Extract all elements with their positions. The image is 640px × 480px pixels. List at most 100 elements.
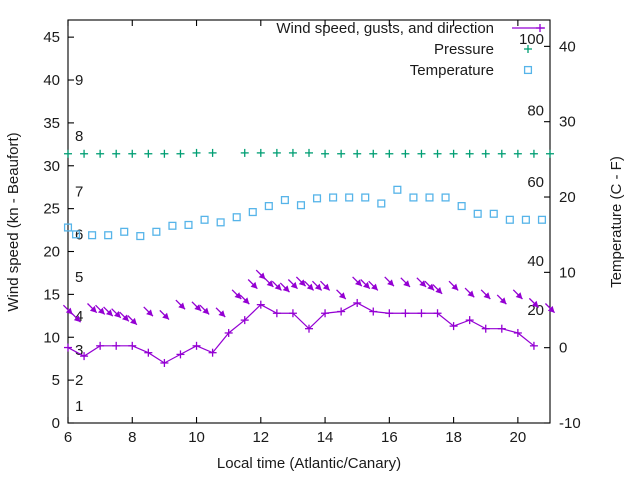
y2-axis-title: Temperature (C - F) xyxy=(608,156,625,288)
gust-arrow-head xyxy=(65,307,73,315)
data-point-marker xyxy=(441,193,450,202)
data-point-marker xyxy=(489,209,498,218)
gust-arrow-head xyxy=(355,279,362,287)
gust-arrow-head xyxy=(162,312,169,320)
gust-arrow-head xyxy=(435,287,443,294)
legend-label: Wind speed, gusts, and direction xyxy=(276,20,494,37)
gust-arrow-head xyxy=(218,310,226,317)
y-tick-label: 30 xyxy=(43,158,60,175)
data-point-marker xyxy=(232,213,241,222)
data-point-marker xyxy=(312,194,322,203)
fahrenheit-scale-labels: 20 40 60 80 100 xyxy=(519,31,544,319)
data-point-marker xyxy=(473,209,482,218)
data-point-marker xyxy=(505,215,514,224)
gust-arrow-head xyxy=(419,280,427,287)
axis-ticks xyxy=(67,20,550,424)
y-axis-title: Wind speed (kn - Beaufort) xyxy=(5,132,22,311)
data-point-marker xyxy=(248,208,257,217)
gust-arrow-head xyxy=(298,279,306,287)
beaufort-label: 9 xyxy=(75,72,83,89)
fahrenheit-label: 40 xyxy=(527,253,544,270)
y-tick-label: 15 xyxy=(43,286,60,303)
gust-arrow-head xyxy=(89,305,97,313)
gust-arrow-head xyxy=(314,283,322,291)
data-point-marker xyxy=(88,231,97,240)
fahrenheit-label: 60 xyxy=(527,174,544,191)
data-point-marker xyxy=(120,227,129,236)
gust-arrow-head xyxy=(322,283,330,291)
gust-arrow-head xyxy=(427,283,435,291)
data-point-marker xyxy=(345,193,354,202)
data-point-marker xyxy=(136,232,145,241)
gust-arrow-head xyxy=(122,314,129,322)
data-point-marker xyxy=(393,185,402,194)
y-tick-label: 5 xyxy=(52,372,60,389)
series-wind-speed xyxy=(64,298,538,367)
x-tick-label: 20 xyxy=(510,429,527,446)
x-tick-label: 16 xyxy=(381,429,398,446)
gust-arrow-head xyxy=(274,283,282,291)
gust-arrow-head xyxy=(97,307,105,315)
series-gusts xyxy=(62,269,556,326)
x-axis-title: Local time (Atlantic/Canary) xyxy=(217,455,401,472)
gust-arrow-head xyxy=(290,281,298,289)
x-tick-label: 8 xyxy=(128,429,136,446)
beaufort-label: 8 xyxy=(75,128,83,145)
wind-speed-line xyxy=(67,302,535,364)
chart-legend: Wind speed, gusts, and direction Pressure… xyxy=(276,20,545,79)
y2-tick-label: 10 xyxy=(559,264,576,281)
series-pressure xyxy=(64,148,554,158)
data-point-marker xyxy=(537,215,547,224)
gust-arrow-head xyxy=(146,309,153,317)
x-tick-label: 6 xyxy=(64,429,72,446)
fahrenheit-label: 20 xyxy=(527,302,544,319)
beaufort-label: 2 xyxy=(75,372,83,389)
y2-tick-label: 20 xyxy=(559,189,576,206)
data-point-marker xyxy=(168,221,177,230)
x-tick-label: 18 xyxy=(445,429,462,446)
gust-arrow-head xyxy=(547,305,555,313)
gust-arrow-head xyxy=(371,283,378,291)
data-point-marker xyxy=(63,223,73,232)
legend-label: Pressure xyxy=(434,41,494,58)
data-point-marker xyxy=(280,196,289,205)
beaufort-label: 1 xyxy=(75,398,83,415)
gust-arrow-head xyxy=(363,281,370,289)
gust-arrow-head xyxy=(531,300,539,308)
data-point-marker xyxy=(71,230,81,239)
data-point-marker xyxy=(377,199,386,208)
y-tick-label: 45 xyxy=(43,29,60,46)
data-point-marker xyxy=(296,201,306,210)
gust-arrow-head xyxy=(114,311,121,318)
y2-tick-label: 40 xyxy=(559,38,576,55)
gust-arrow-head xyxy=(130,317,137,325)
gust-arrow-head xyxy=(282,285,290,293)
axis-tick-labels: 6 8 10 12 14 16 18 20051015202530354045-1001020… xyxy=(43,29,580,446)
y-tick-label: 20 xyxy=(43,244,60,261)
data-point-marker xyxy=(152,227,161,236)
gust-arrow-head xyxy=(338,292,346,299)
data-point-marker xyxy=(457,202,466,211)
y2-tick-label: -10 xyxy=(559,415,581,432)
legend-label: Temperature xyxy=(410,62,494,79)
gust-arrow-head xyxy=(105,309,113,317)
data-point-marker xyxy=(329,193,338,202)
data-point-marker xyxy=(216,218,225,227)
x-tick-label: 10 xyxy=(188,429,205,446)
data-point-marker xyxy=(200,215,209,224)
y-tick-label: 25 xyxy=(43,201,60,218)
gust-arrow-head xyxy=(387,279,394,287)
y-tick-label: 0 xyxy=(52,415,60,432)
gust-arrow-head xyxy=(483,292,491,299)
gust-arrow-head xyxy=(403,280,410,287)
beaufort-label: 4 xyxy=(75,308,83,325)
gust-arrow-head xyxy=(258,272,266,280)
gust-arrow-head xyxy=(242,297,250,305)
gust-arrow-head xyxy=(266,280,274,287)
beaufort-label: 5 xyxy=(75,269,83,286)
y2-tick-label: 30 xyxy=(559,114,576,131)
data-point-marker xyxy=(409,193,418,202)
x-tick-label: 14 xyxy=(317,429,334,446)
